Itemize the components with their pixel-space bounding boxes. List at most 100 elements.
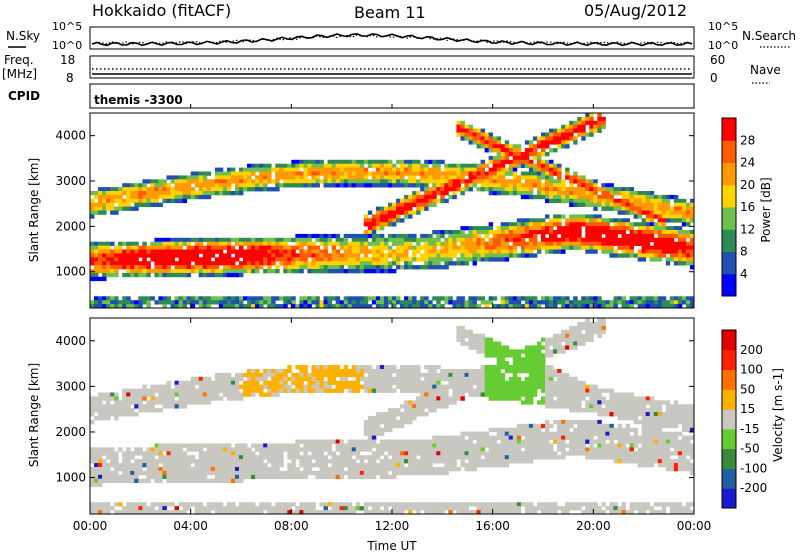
heatmap-cell	[367, 470, 373, 476]
heatmap-cell	[657, 214, 663, 219]
heatmap-cell	[472, 376, 477, 382]
cpid-value: themis -3300	[94, 93, 183, 107]
heatmap-cell	[532, 167, 538, 172]
heatmap-cell	[460, 226, 465, 231]
heatmap-cell	[408, 463, 413, 468]
heatmap-cell	[383, 439, 389, 444]
heatmap-cell	[460, 506, 465, 511]
heatmap-cell	[247, 241, 252, 246]
heatmap-cell	[178, 257, 184, 262]
heatmap-cell	[359, 470, 365, 476]
heatmap-cell	[444, 502, 449, 507]
heatmap-cell	[436, 451, 441, 456]
heatmap-cell	[436, 249, 441, 254]
heatmap-cell	[259, 257, 264, 262]
heatmap-cell	[303, 510, 308, 515]
heatmap-cell	[158, 261, 163, 266]
heatmap-cell	[178, 183, 184, 188]
heatmap-cell	[291, 372, 296, 378]
heatmap-cell	[424, 388, 429, 393]
heatmap-cell	[259, 171, 264, 176]
heatmap-cell	[536, 191, 542, 196]
heatmap-cell	[150, 408, 155, 413]
heatmap-cell	[545, 230, 550, 235]
heatmap-cell	[126, 388, 131, 393]
heatmap-cell	[343, 296, 349, 301]
heatmap-cell	[259, 506, 264, 511]
heatmap-cell	[263, 470, 268, 476]
heatmap-cell	[255, 269, 260, 274]
heatmap-cell	[150, 245, 155, 250]
heatmap-cell	[581, 128, 586, 133]
heatmap-cell	[528, 167, 534, 172]
heatmap-cell	[400, 202, 405, 207]
heatmap-cell	[387, 463, 393, 468]
heatmap-cell	[311, 447, 316, 452]
heatmap-cell	[230, 510, 236, 515]
heatmap-cell	[238, 300, 244, 305]
heatmap-cell	[186, 175, 192, 180]
heatmap-cell	[238, 478, 244, 484]
heatmap-cell	[343, 463, 349, 468]
heatmap-cell	[259, 510, 264, 515]
heatmap-cell	[589, 237, 594, 243]
heatmap-cell	[613, 249, 618, 254]
heatmap-cell	[621, 300, 626, 305]
heatmap-cell	[275, 368, 280, 374]
heatmap-cell	[287, 470, 292, 476]
heatmap-cell	[496, 159, 502, 165]
heatmap-cell	[303, 241, 308, 246]
heatmap-cell	[142, 408, 147, 413]
heatmap-cell	[315, 253, 320, 258]
heatmap-cell	[122, 253, 127, 258]
heatmap-cell	[255, 300, 260, 305]
heatmap-cell	[585, 191, 590, 196]
heatmap-cell	[106, 253, 111, 258]
heatmap-cell	[496, 230, 502, 235]
heatmap-cell	[605, 198, 610, 204]
heatmap-cell	[601, 198, 606, 204]
heatmap-cell	[392, 502, 397, 507]
heatmap-cell	[557, 230, 562, 235]
heatmap-cell	[178, 392, 184, 397]
heatmap-cell	[367, 474, 373, 480]
heatmap-cell	[460, 175, 465, 180]
heatmap-cell	[492, 345, 498, 350]
heatmap-cell	[448, 376, 453, 382]
heatmap-cell	[271, 451, 276, 456]
heatmap-cell	[327, 253, 332, 258]
heatmap-cell	[351, 443, 357, 448]
heatmap-cell	[520, 187, 526, 192]
heatmap-cell	[573, 191, 578, 196]
heatmap-cell	[150, 466, 155, 472]
heatmap-cell	[283, 372, 288, 378]
heatmap-cell	[194, 392, 200, 397]
heatmap-cell	[279, 183, 284, 188]
heatmap-cell	[605, 202, 610, 207]
heatmap-cell	[367, 443, 373, 448]
heatmap-cell	[194, 506, 200, 511]
heatmap-cell	[214, 296, 220, 301]
heatmap-cell	[251, 463, 256, 468]
heatmap-cell	[222, 506, 228, 511]
heatmap-cell	[605, 241, 610, 246]
heatmap-cell	[424, 183, 429, 188]
heatmap-cell	[186, 474, 192, 480]
heatmap-cell	[243, 466, 248, 472]
heatmap-cell	[162, 459, 167, 464]
heatmap-cell	[303, 368, 308, 374]
heatmap-cell	[339, 241, 345, 246]
heatmap-cell	[118, 194, 123, 200]
heatmap-cell	[545, 198, 550, 204]
heatmap-cell	[496, 187, 502, 192]
heatmap-cell	[218, 253, 224, 258]
heatmap-cell	[122, 183, 127, 188]
heatmap-cell	[138, 304, 143, 309]
heatmap-cell	[267, 175, 272, 180]
heatmap-cell	[186, 265, 192, 270]
heatmap-cell	[685, 202, 691, 207]
heatmap-cell	[222, 451, 228, 456]
heatmap-cell	[492, 183, 498, 188]
heatmap-cell	[287, 443, 292, 448]
heatmap-cell	[557, 183, 562, 188]
